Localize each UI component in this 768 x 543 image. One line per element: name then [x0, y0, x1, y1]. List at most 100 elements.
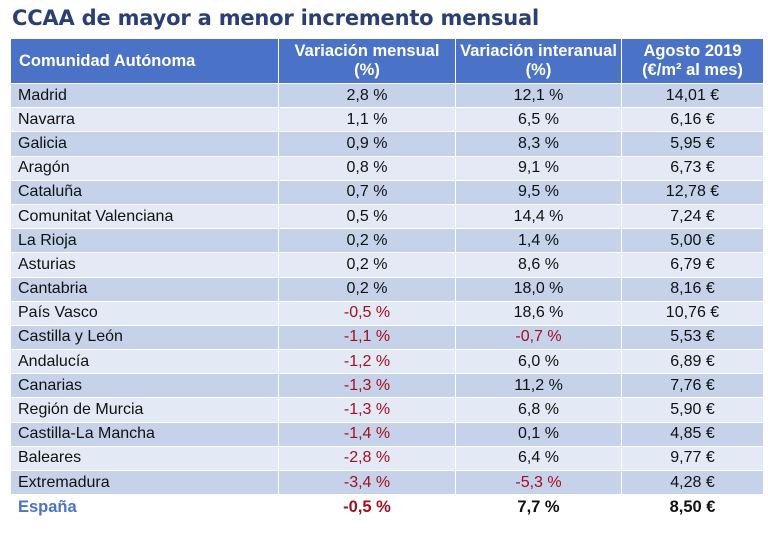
- price-cell: 8,50 €: [621, 494, 764, 519]
- monthly-cell: 0,8 %: [278, 155, 456, 181]
- region-cell: Canarias: [10, 373, 279, 399]
- price-cell: 7,76 €: [621, 373, 764, 399]
- yearly-cell: 18,0 %: [455, 276, 622, 302]
- region-cell: Región de Murcia: [10, 397, 279, 423]
- yearly-cell: 1,4 %: [455, 228, 622, 254]
- monthly-cell: 0,9 %: [278, 131, 456, 157]
- price-cell: 10,76 €: [621, 300, 764, 326]
- region-cell: Navarra: [10, 107, 279, 133]
- header-row: Comunidad Autónoma Variación mensual (%)…: [10, 38, 764, 84]
- region-cell: Castilla-La Mancha: [10, 421, 279, 447]
- region-cell: Cataluña: [10, 179, 279, 205]
- yearly-cell: 6,0 %: [455, 349, 622, 375]
- region-cell: Extremadura: [10, 469, 279, 496]
- monthly-cell: 0,7 %: [278, 179, 456, 205]
- price-cell: 6,16 €: [621, 107, 764, 133]
- region-cell: España: [10, 494, 279, 519]
- yearly-cell: -5,3 %: [455, 469, 622, 496]
- table-row: Andalucía -1,2 % 6,0 % 6,89 €: [10, 349, 764, 375]
- region-cell: Cantabria: [10, 276, 279, 302]
- region-cell: País Vasco: [10, 300, 279, 326]
- price-cell: 8,16 €: [621, 276, 764, 302]
- table-row: Madrid 2,8 % 12,1 % 14,01 €: [10, 82, 764, 109]
- table-row: Navarra 1,1 % 6,5 % 6,16 €: [10, 107, 764, 133]
- monthly-cell: 0,2 %: [278, 228, 456, 254]
- header-price: Agosto 2019 (€/m² al mes): [621, 38, 764, 84]
- monthly-cell: -1,1 %: [278, 324, 456, 351]
- table-row: Cataluña 0,7 % 9,5 % 12,78 €: [10, 179, 764, 205]
- table-row: Región de Murcia -1,3 % 6,8 % 5,90 €: [10, 397, 764, 423]
- table-row: Castilla y León -1,1 % -0,7 % 5,53 €: [10, 324, 764, 351]
- price-cell: 14,01 €: [621, 82, 764, 109]
- price-cell: 5,95 €: [621, 131, 764, 157]
- price-cell: 6,73 €: [621, 155, 764, 181]
- price-cell: 5,53 €: [621, 324, 764, 351]
- price-cell: 6,89 €: [621, 349, 764, 375]
- table-row: Castilla-La Mancha -1,4 % 0,1 % 4,85 €: [10, 421, 764, 447]
- price-cell: 7,24 €: [621, 203, 764, 230]
- yearly-cell: 7,7 %: [455, 494, 622, 519]
- monthly-cell: -1,3 %: [278, 373, 456, 399]
- yearly-cell: 8,6 %: [455, 252, 622, 278]
- yearly-cell: 9,5 %: [455, 179, 622, 205]
- price-cell: 4,85 €: [621, 421, 764, 447]
- yearly-cell: 6,4 %: [455, 445, 622, 472]
- price-cell: 5,00 €: [621, 228, 764, 254]
- monthly-cell: -3,4 %: [278, 469, 456, 496]
- yearly-cell: 9,1 %: [455, 155, 622, 181]
- page-title: CCAA de mayor a menor incremento mensual: [12, 6, 540, 30]
- table-row: País Vasco -0,5 % 18,6 % 10,76 €: [10, 300, 764, 326]
- price-cell: 5,90 €: [621, 397, 764, 423]
- yearly-cell: 6,8 %: [455, 397, 622, 423]
- region-cell: Castilla y León: [10, 324, 279, 351]
- monthly-cell: -0,5 %: [278, 300, 456, 326]
- table-row: Aragón 0,8 % 9,1 % 6,73 €: [10, 155, 764, 181]
- table-row: Extremadura -3,4 % -5,3 % 4,28 €: [10, 469, 764, 496]
- header-region: Comunidad Autónoma: [10, 38, 279, 84]
- table-row: Canarias -1,3 % 11,2 % 7,76 €: [10, 373, 764, 399]
- price-cell: 9,77 €: [621, 445, 764, 472]
- table-body: Madrid 2,8 % 12,1 % 14,01 € Navarra 1,1 % 6,5 …: [10, 82, 764, 519]
- table-row: Cantabria 0,2 % 18,0 % 8,16 €: [10, 276, 764, 302]
- data-table: Comunidad Autónoma Variación mensual (%)…: [10, 38, 764, 519]
- table-row: La Rioja 0,2 % 1,4 % 5,00 €: [10, 228, 764, 254]
- table-header: Comunidad Autónoma Variación mensual (%)…: [10, 38, 764, 84]
- table-row: Galicia 0,9 % 8,3 % 5,95 €: [10, 131, 764, 157]
- monthly-cell: -2,8 %: [278, 445, 456, 472]
- yearly-cell: 8,3 %: [455, 131, 622, 157]
- yearly-cell: 6,5 %: [455, 107, 622, 133]
- yearly-cell: 11,2 %: [455, 373, 622, 399]
- yearly-cell: 12,1 %: [455, 82, 622, 109]
- region-cell: Andalucía: [10, 349, 279, 375]
- region-cell: La Rioja: [10, 228, 279, 254]
- monthly-cell: 0,5 %: [278, 203, 456, 230]
- region-cell: Aragón: [10, 155, 279, 181]
- region-cell: Madrid: [10, 82, 279, 109]
- header-monthly: Variación mensual (%): [278, 38, 456, 84]
- price-cell: 6,79 €: [621, 252, 764, 278]
- yearly-cell: -0,7 %: [455, 324, 622, 351]
- monthly-cell: -0,5 %: [278, 494, 456, 519]
- monthly-cell: -1,2 %: [278, 349, 456, 375]
- monthly-cell: 1,1 %: [278, 107, 456, 133]
- region-cell: Baleares: [10, 445, 279, 472]
- monthly-cell: -1,4 %: [278, 421, 456, 447]
- yearly-cell: 18,6 %: [455, 300, 622, 326]
- region-cell: Asturias: [10, 252, 279, 278]
- table-row: Asturias 0,2 % 8,6 % 6,79 €: [10, 252, 764, 278]
- yearly-cell: 0,1 %: [455, 421, 622, 447]
- region-cell: Comunitat Valenciana: [10, 203, 279, 230]
- header-yearly: Variación interanual (%): [455, 38, 622, 84]
- price-cell: 4,28 €: [621, 469, 764, 496]
- table-row: Comunitat Valenciana 0,5 % 14,4 % 7,24 €: [10, 203, 764, 230]
- monthly-cell: 0,2 %: [278, 276, 456, 302]
- region-cell: Galicia: [10, 131, 279, 157]
- monthly-cell: 0,2 %: [278, 252, 456, 278]
- price-cell: 12,78 €: [621, 179, 764, 205]
- monthly-cell: -1,3 %: [278, 397, 456, 423]
- yearly-cell: 14,4 %: [455, 203, 622, 230]
- total-row: España -0,5 % 7,7 % 8,50 €: [10, 494, 764, 519]
- table-row: Baleares -2,8 % 6,4 % 9,77 €: [10, 445, 764, 472]
- monthly-cell: 2,8 %: [278, 82, 456, 109]
